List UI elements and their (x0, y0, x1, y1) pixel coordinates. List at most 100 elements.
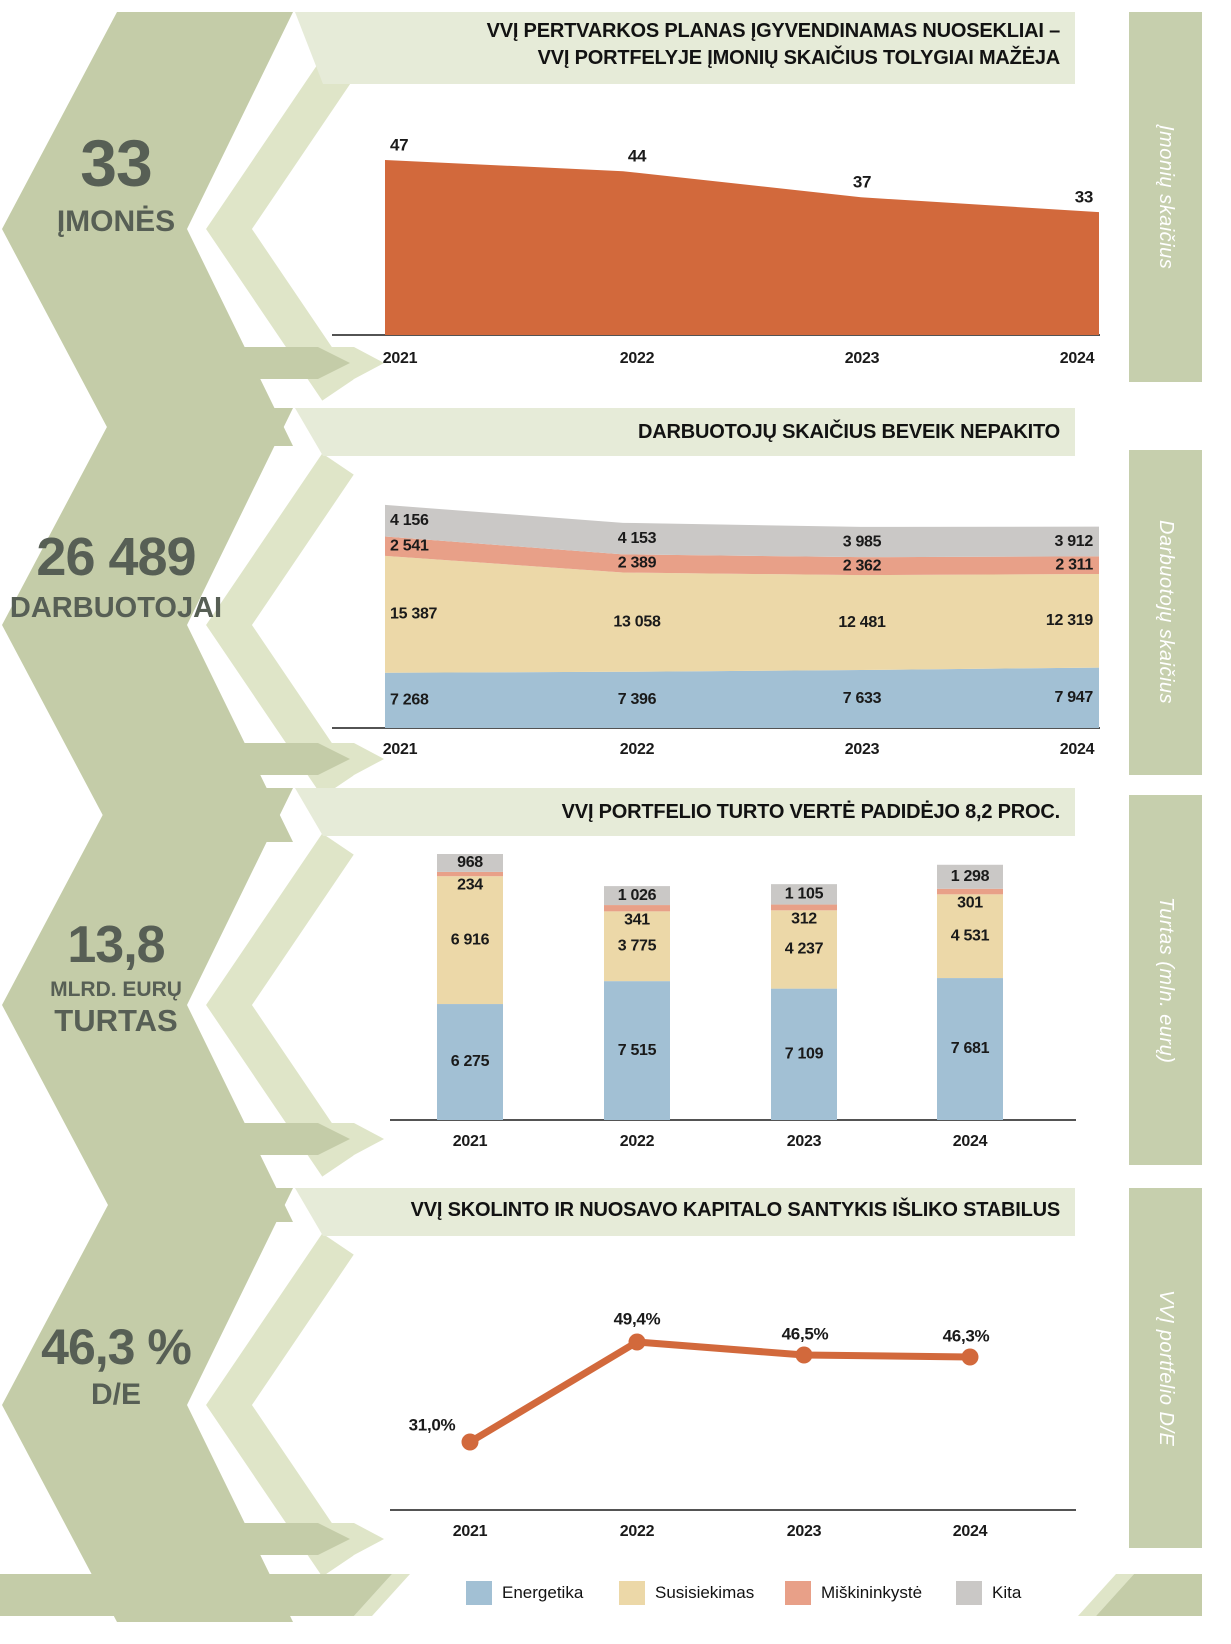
year-label: 2021 (383, 350, 418, 367)
side-label-de: VVĮ portfelio D/E (1155, 1289, 1177, 1447)
legend-item-kita: Kita (956, 1578, 1021, 1608)
legend-label-kita: Kita (992, 1583, 1022, 1602)
legend-label-susisiekimas: Susisiekimas (655, 1583, 755, 1602)
value-label-assets: 234 (457, 876, 483, 893)
dark-chevron-arrow (2, 12, 293, 446)
side-label-employees: Darbuotojų skaičius (1155, 520, 1177, 705)
value-label-companies: 33 (1075, 188, 1093, 207)
value-label-employees: 15 387 (390, 606, 438, 623)
area-salmon (385, 536, 1099, 576)
bottom-ornament-light-edge (1078, 1574, 1134, 1616)
value-label-assets: 6 275 (451, 1053, 490, 1070)
metric-employees-label: DARBUOTOJAI (9, 592, 223, 624)
bar-segment-blue (771, 988, 837, 1120)
value-label-assets: 7 515 (618, 1042, 657, 1059)
section-4-title-line-1: VVĮ SKOLINTO IR NUOSAVO KAPITALO SANTYKI… (410, 1199, 1061, 1221)
bar-segment-gray (937, 864, 1003, 889)
year-label: 2023 (787, 1523, 822, 1540)
section-4-title: VVĮ SKOLINTO IR NUOSAVO KAPITALO SANTYKI… (400, 1197, 1061, 1224)
bottom-band-light-edge (354, 1574, 410, 1616)
line-debt-equity (466, 1338, 974, 1446)
value-label-employees: 7 396 (618, 691, 657, 708)
year-label: 2021 (383, 741, 418, 758)
bar-segment-tan (937, 894, 1003, 979)
year-label: 2023 (787, 1133, 822, 1150)
dark-chevron-arrow (2, 788, 293, 1222)
dark-tail-arrow (150, 1123, 350, 1155)
value-label-employees: 12 481 (838, 614, 886, 631)
value-label-employees: 2 311 (1055, 556, 1093, 573)
legend-item-energetika: Energetika (466, 1578, 583, 1608)
year-label: 2023 (845, 350, 880, 367)
bar-segment-blue (437, 1004, 503, 1120)
area-companies (385, 160, 1099, 335)
side-vertical-bar (1129, 12, 1202, 382)
metric-employees: 26 489 DARBUOTOJAI (0, 528, 232, 625)
value-label-assets: 6 916 (451, 931, 490, 948)
bar-segment-tan (771, 910, 837, 989)
year-label: 2024 (1060, 350, 1095, 367)
legend-swatch-susisiekimas (619, 1581, 645, 1605)
area-gray (385, 504, 1099, 558)
value-label-assets: 7 109 (785, 1046, 824, 1063)
section-2-title-line-1: DARBUOTOJŲ SKAIČIUS BEVEIK NEPAKITO (638, 421, 1060, 443)
year-label: 2021 (453, 1133, 488, 1150)
line-marker (628, 1333, 646, 1351)
bar-segment-salmon (437, 871, 503, 877)
value-label-employees: 4 156 (390, 512, 429, 529)
metric-assets: 13,8 MLRD. EURŲ TURTAS (0, 918, 232, 1038)
title-banner (295, 788, 1075, 836)
dark-tail-arrow (150, 743, 350, 775)
bar-segment-blue (604, 981, 670, 1120)
legend-swatch-kita (956, 1581, 982, 1605)
line-marker (461, 1433, 479, 1451)
value-label-assets: 4 531 (951, 927, 990, 944)
value-label-employees: 2 389 (618, 555, 657, 572)
year-label: 2021 (453, 1523, 488, 1540)
year-label: 2022 (620, 741, 655, 758)
value-label-employees: 3 985 (843, 533, 882, 550)
metric-debt-equity-label: D/E (90, 1378, 141, 1411)
section-3-title: VVĮ PORTFELIO TURTO VERTĖ PADIDĖJO 8,2 P… (400, 799, 1061, 826)
area-blue (385, 667, 1099, 728)
value-label-assets: 1 026 (618, 887, 657, 904)
value-label-employees: 2 362 (843, 557, 882, 574)
side-label-companies: Įmonių skaičius (1155, 124, 1177, 270)
metric-assets-value: 13,8 (67, 916, 165, 974)
bottom-decoration (0, 1574, 1202, 1616)
year-label: 2022 (620, 350, 655, 367)
metric-debt-equity-value: 46,3 % (41, 1319, 192, 1375)
value-label-assets: 1 298 (951, 868, 990, 885)
title-banner (295, 12, 1075, 84)
dark-tail-arrow (150, 347, 350, 379)
light-chevron-band (206, 453, 354, 797)
bar-segment-salmon (604, 905, 670, 912)
side-label-assets: Turtas (mln. eurų) (1155, 896, 1177, 1064)
value-label-employees: 2 541 (390, 537, 429, 554)
bottom-band-left (0, 1574, 392, 1616)
side-vertical-bar (1129, 450, 1202, 775)
legend-swatch-miskininkyste (785, 1581, 811, 1605)
section-2-decoration (2, 408, 1202, 842)
chart-companies: 47 44 37 33 2021 2022 2023 2024 (383, 136, 1099, 367)
legend-item-miskininkyste: Miškininkystė (785, 1578, 922, 1608)
legend-label-miskininkyste: Miškininkystė (821, 1583, 923, 1602)
year-label: 2024 (1060, 741, 1095, 758)
value-label-companies: 44 (628, 147, 647, 166)
percent-label: 46,3% (943, 1326, 990, 1345)
dark-chevron-arrow (2, 408, 293, 842)
area-tan (385, 555, 1099, 673)
metric-debt-equity: 46,3 % D/E (0, 1320, 232, 1412)
metric-employees-value: 26 489 (36, 527, 196, 587)
year-label: 2024 (953, 1523, 988, 1540)
value-label-assets: 4 237 (785, 941, 824, 958)
value-label-assets: 301 (957, 895, 983, 912)
section-3-decoration (2, 788, 1202, 1222)
year-label: 2023 (845, 741, 880, 758)
bar-segment-blue (937, 978, 1003, 1120)
percent-label: 46,5% (782, 1324, 829, 1343)
side-vertical-bar (1129, 1188, 1202, 1548)
percent-label: 49,4% (614, 1309, 661, 1328)
